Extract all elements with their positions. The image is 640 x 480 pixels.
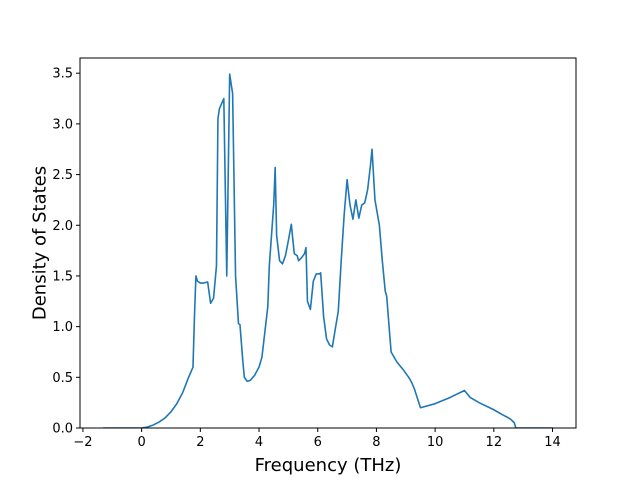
x-tick-label: 0 [137,435,145,450]
x-axis-label: Frequency (THz) [255,455,402,476]
x-tick-label: 4 [255,435,263,450]
x-tick-label: 14 [544,435,561,450]
y-tick-label: 1.5 [52,269,73,284]
x-tick-label: 10 [427,435,444,450]
y-axis-label: Density of States [29,166,50,320]
x-tick-label: −2 [73,435,92,450]
x-axis-ticks: −2 0 2 4 6 8 10 12 14 [73,428,561,450]
y-tick-label: 2.5 [52,168,73,183]
x-tick-label: 12 [486,435,503,450]
y-tick-label: 0.0 [52,422,73,437]
dos-series-line [102,73,554,428]
x-tick-label: 8 [372,435,380,450]
y-tick-label: 1.0 [52,320,73,335]
y-tick-label: 3.5 [52,67,73,82]
y-tick-label: 0.5 [52,371,73,386]
x-tick-label: 2 [196,435,204,450]
y-tick-label: 2.0 [52,219,73,234]
axes-frame [79,57,577,429]
x-tick-label: 6 [314,435,322,450]
plot-area [102,73,554,428]
y-axis-ticks: 0.0 0.5 1.0 1.5 2.0 2.5 3.0 3.5 [52,67,80,437]
y-tick-label: 3.0 [52,117,73,132]
